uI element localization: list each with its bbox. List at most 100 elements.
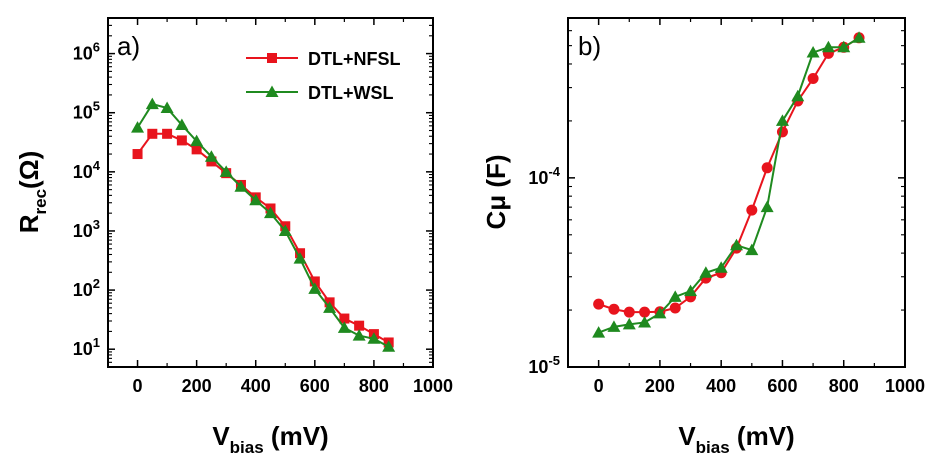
data-point <box>132 149 143 160</box>
y-tick-base: 10 <box>528 357 548 377</box>
data-point <box>760 200 774 213</box>
x-axis-title-unit: (mV) <box>264 421 329 451</box>
y-tick-label: 10-4 <box>528 164 560 188</box>
data-point <box>639 306 651 318</box>
y-tick-base: 10 <box>73 162 93 182</box>
y-tick-label: 104 <box>73 158 101 182</box>
legend-marker <box>265 85 279 97</box>
x-axis-title: Vbias (mV) <box>212 421 328 457</box>
y-tick-exponent: 2 <box>93 276 100 291</box>
data-point <box>699 266 713 278</box>
data-point <box>608 303 620 315</box>
plot-frame <box>107 17 434 368</box>
x-axis-title: Vbias (mV) <box>678 421 794 457</box>
data-point <box>337 321 351 333</box>
y-tick-exponent: 4 <box>93 158 101 173</box>
y-tick-label: 103 <box>73 217 100 241</box>
y-tick-label: 106 <box>73 40 100 64</box>
series-line <box>598 36 860 334</box>
data-point <box>204 150 218 162</box>
data-point <box>339 313 350 324</box>
data-point <box>323 301 337 313</box>
data-point <box>806 45 820 58</box>
data-point <box>176 135 187 146</box>
data-point <box>131 121 145 133</box>
data-point <box>145 97 159 110</box>
y-tick-exponent: 5 <box>93 99 100 114</box>
y-tick-exponent: 6 <box>93 40 100 55</box>
x-tick-label: 0 <box>594 376 604 396</box>
data-point <box>592 326 606 338</box>
data-point <box>837 40 851 53</box>
data-point <box>160 101 174 114</box>
data-point <box>746 204 758 216</box>
data-point <box>219 165 233 177</box>
data-point <box>669 302 681 314</box>
x-tick-label: 400 <box>241 376 271 396</box>
y-axis-title-main: R <box>14 214 44 233</box>
y-tick-base: 10 <box>73 103 93 123</box>
y-tick-label: 102 <box>73 276 100 300</box>
series-0 <box>593 32 865 318</box>
y-tick-exponent: 1 <box>93 335 100 350</box>
x-tick-label: 0 <box>133 376 143 396</box>
data-point <box>367 332 381 344</box>
data-point <box>308 282 322 294</box>
data-point <box>623 306 635 318</box>
data-point <box>653 306 667 319</box>
data-point <box>190 134 204 147</box>
x-tick-label: 200 <box>182 376 212 396</box>
series-dtl-wsl <box>131 97 396 352</box>
series-line <box>136 102 390 348</box>
data-point <box>638 315 652 328</box>
y-tick-label: 10-5 <box>528 353 560 377</box>
x-tick-label: 800 <box>359 376 389 396</box>
x-tick-label: 400 <box>706 376 736 396</box>
y-tick-exponent: -4 <box>548 164 560 179</box>
data-point <box>354 320 365 331</box>
data-point <box>234 180 248 192</box>
x-tick-label: 600 <box>767 376 797 396</box>
y-axis-title: Cμ (F) <box>481 154 511 229</box>
series-dtl-nfsl <box>132 128 394 348</box>
x-axis-title-main: V <box>678 421 696 451</box>
data-point <box>175 118 189 130</box>
y-axis-title: Rrec(Ω) <box>14 151 50 233</box>
data-point <box>191 144 202 155</box>
y-tick-base: 10 <box>73 339 93 359</box>
y-tick-label: 105 <box>73 99 100 123</box>
plot-frame <box>567 17 906 368</box>
series-line <box>598 36 860 314</box>
data-point <box>309 276 320 287</box>
series-line <box>136 132 390 344</box>
data-point <box>162 128 173 139</box>
data-point <box>745 243 759 256</box>
data-point <box>278 224 292 236</box>
data-point <box>684 284 698 297</box>
data-point <box>776 126 788 138</box>
data-point <box>852 31 866 43</box>
y-tick-base: 10 <box>73 280 93 300</box>
y-axis-title-main: Cμ (F) <box>481 154 511 229</box>
data-point <box>714 261 728 273</box>
x-tick-label: 1000 <box>413 376 453 396</box>
data-point <box>264 206 277 219</box>
x-tick-label: 600 <box>300 376 330 396</box>
panel-label: a) <box>117 31 140 61</box>
series-1 <box>592 31 866 338</box>
y-tick-base: 10 <box>73 221 93 241</box>
data-point <box>382 340 396 352</box>
data-point <box>730 238 743 251</box>
data-point <box>147 128 158 139</box>
x-axis-title-sub: bias <box>230 438 264 457</box>
y-tick-label: 101 <box>73 335 100 359</box>
x-axis-title-sub: bias <box>696 438 730 457</box>
x-tick-label: 800 <box>829 376 859 396</box>
x-tick-label: 200 <box>645 376 675 396</box>
data-point <box>791 89 805 102</box>
legend-label: DTL+WSL <box>308 83 394 103</box>
x-tick-label: 1000 <box>885 376 925 396</box>
panel-label: b) <box>578 31 601 61</box>
